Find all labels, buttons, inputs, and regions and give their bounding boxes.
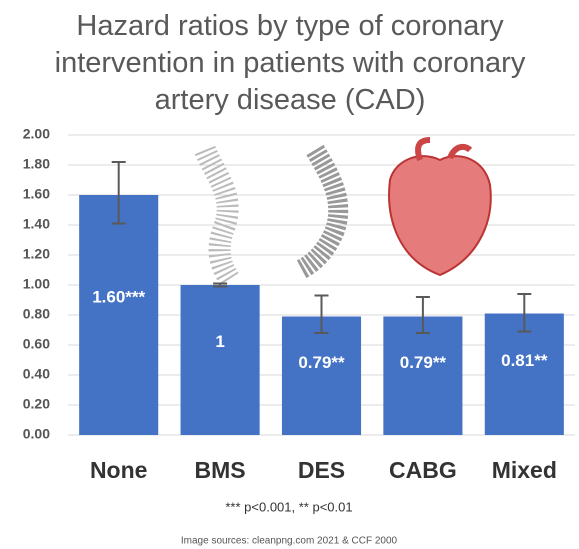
y-tick-label: 0.00 (23, 426, 50, 442)
y-tick-label: 1.60 (23, 186, 50, 202)
data-label: 0.79** (298, 353, 345, 372)
x-tick-label: Mixed (492, 457, 557, 483)
stent-bms (194, 145, 240, 287)
y-tick-label: 1.80 (23, 156, 50, 172)
y-tick-label: 1.00 (23, 276, 50, 292)
x-tick-label: DES (298, 457, 345, 483)
error-bar (415, 296, 430, 334)
illustrations (194, 137, 492, 287)
y-tick-label: 0.60 (23, 336, 50, 352)
x-tick-label: BMS (195, 457, 246, 483)
chart-title: Hazard ratios by type of coronary interv… (54, 10, 526, 116)
source-note: Image sources: cleanpng.com 2021 & CCF 2… (181, 536, 398, 547)
y-tick-label: 2.00 (23, 126, 50, 142)
data-label: 1.60*** (92, 288, 145, 307)
y-tick-label: 0.80 (23, 306, 50, 322)
error-bar (517, 293, 532, 333)
stent-des (295, 144, 349, 279)
x-tick-label: None (90, 457, 148, 483)
footnote: *** p<0.001, ** p<0.01 (225, 499, 352, 514)
data-label: 0.79** (400, 353, 447, 372)
y-tick-label: 1.40 (23, 216, 50, 232)
bar (180, 285, 260, 435)
data-label: 0.81** (501, 351, 548, 370)
error-bar (213, 282, 228, 288)
bar (383, 316, 463, 435)
bar (484, 313, 564, 435)
error-bar (111, 161, 126, 225)
heart (388, 155, 492, 277)
data-label: 1 (215, 332, 224, 351)
bar (79, 195, 159, 435)
x-tick-label: CABG (389, 457, 457, 483)
y-tick-label: 1.20 (23, 246, 50, 262)
error-bar (314, 294, 329, 334)
bar (281, 316, 362, 435)
y-tick-label: 0.40 (23, 366, 50, 382)
y-tick-label: 0.20 (23, 396, 50, 412)
heart-vessels (415, 137, 473, 161)
